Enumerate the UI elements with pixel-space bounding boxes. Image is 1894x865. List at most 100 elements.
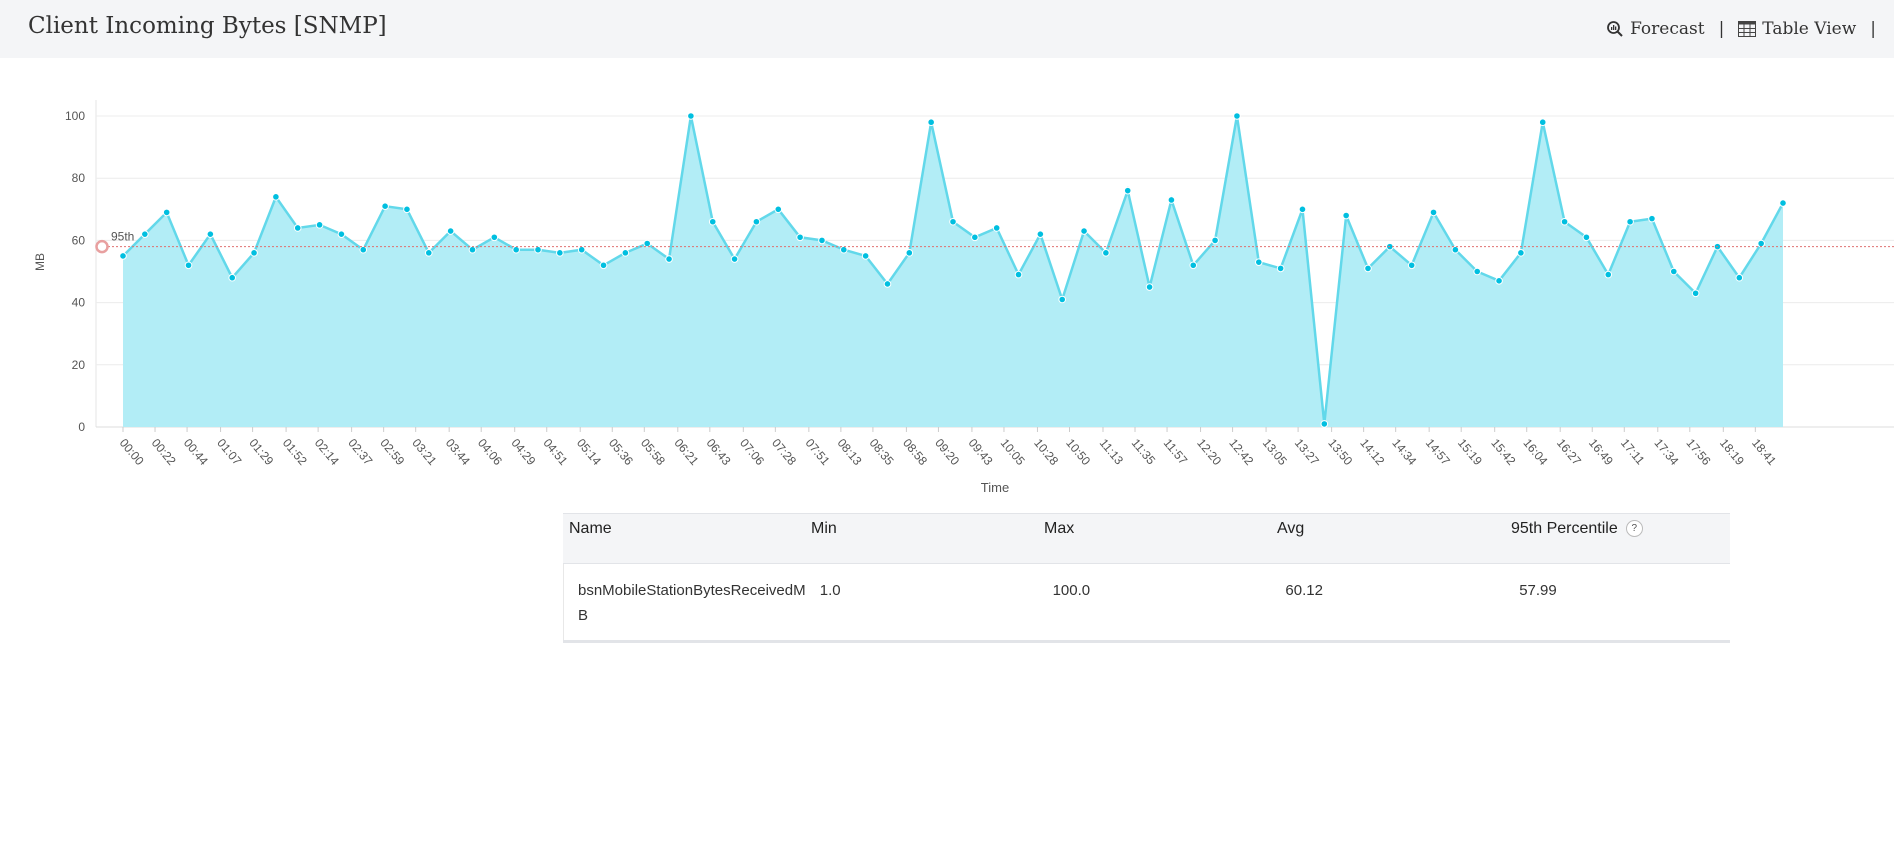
data-point	[599, 261, 608, 270]
area-fill	[123, 116, 1783, 427]
forecast-button[interactable]: Forecast	[1606, 19, 1705, 39]
data-point	[687, 112, 695, 120]
data-point	[708, 217, 717, 226]
separator: |	[1870, 19, 1876, 39]
x-tick-label: 04:29	[508, 436, 538, 468]
data-point	[534, 245, 542, 254]
data-point	[927, 118, 935, 127]
data-point	[1036, 230, 1045, 238]
data-point	[839, 245, 848, 254]
x-tick-label: 05:58	[638, 436, 668, 468]
data-point	[556, 249, 564, 257]
data-point	[1167, 196, 1176, 204]
area-chart: 95th 00:00 00:22 00:44 01:07 01:29 01:52 02:14…	[33, 100, 1894, 495]
data-point	[272, 193, 280, 201]
data-point	[315, 221, 324, 229]
data-point	[730, 255, 739, 263]
y-tick-label: 60	[72, 233, 86, 247]
forecast-search-icon	[1607, 21, 1623, 37]
data-point	[512, 245, 520, 254]
column-header-max: Max	[1044, 520, 1075, 537]
header-actions: Forecast | Table View |	[1606, 19, 1890, 39]
data-point	[1429, 208, 1438, 217]
data-point	[1604, 270, 1613, 279]
x-tick-label: 17:56	[1684, 436, 1714, 468]
x-tick-label: 17:34	[1651, 436, 1681, 468]
table-icon	[1738, 21, 1757, 37]
cell-max: 100.0	[1052, 582, 1091, 599]
y-tick-label: 40	[72, 296, 86, 310]
y-tick-label: 100	[65, 109, 85, 123]
table-view-label: Table View	[1762, 19, 1857, 39]
separator: |	[1718, 19, 1725, 39]
x-tick-label: 17:11	[1618, 436, 1648, 468]
data-point	[184, 261, 193, 270]
x-axis: 00:00 00:22 00:44 01:07 01:29 01:52 02:14 02:37…	[117, 427, 1779, 468]
x-tick-label: 04:51	[540, 436, 570, 468]
x-tick-label: 02:59	[377, 436, 407, 468]
x-tick-label: 08:35	[867, 436, 897, 468]
x-tick-label: 14:57	[1423, 436, 1453, 468]
data-point	[818, 236, 826, 245]
x-tick-label: 00:22	[149, 436, 179, 468]
cell-min: 1.0	[819, 582, 841, 599]
data-point	[1735, 273, 1744, 282]
column-header-name: Name	[569, 520, 612, 537]
x-tick-label: 18:19	[1717, 436, 1747, 468]
x-axis-label: Time	[981, 480, 1009, 495]
data-point	[1407, 261, 1416, 270]
data-point	[1779, 199, 1787, 207]
y-tick-label: 80	[72, 171, 86, 185]
x-tick-label: 06:43	[704, 436, 734, 468]
x-tick-label: 01:29	[246, 436, 276, 468]
data-point	[1058, 295, 1067, 304]
x-tick-label: 00:44	[181, 436, 211, 468]
data-point	[250, 249, 258, 257]
95th-label: 95th	[111, 230, 134, 244]
data-point	[1473, 267, 1482, 276]
table-row: bsnMobileStationBytesReceivedMB 1.0 100.…	[563, 564, 1730, 640]
x-tick-label: 15:19	[1455, 436, 1485, 468]
data-point	[1145, 283, 1154, 291]
data-point	[424, 249, 433, 257]
x-tick-label: 00:00	[117, 436, 147, 468]
data-point	[1233, 112, 1241, 120]
x-tick-label: 13:50	[1325, 436, 1355, 468]
cell-avg: 60.12	[1285, 582, 1323, 599]
x-tick-label: 16:49	[1586, 436, 1616, 468]
data-point	[971, 233, 979, 242]
data-point	[1451, 245, 1460, 254]
table-view-button[interactable]: Table View	[1738, 19, 1856, 39]
x-tick-label: 18:41	[1749, 436, 1779, 468]
data-point	[1626, 217, 1634, 226]
x-tick-label: 02:37	[345, 436, 375, 468]
x-tick-label: 09:20	[932, 436, 962, 468]
data-point	[293, 224, 302, 232]
y-axis: 0 20 40 60 80 100	[65, 109, 85, 434]
data-point	[468, 245, 477, 254]
data-point	[1014, 270, 1023, 279]
x-tick-label: 12:20	[1194, 436, 1224, 468]
x-tick-label: 01:07	[214, 436, 244, 468]
x-tick-label: 04:06	[475, 436, 505, 468]
data-point	[381, 202, 389, 210]
x-tick-label: 10:28	[1031, 436, 1061, 468]
data-point	[1560, 217, 1569, 226]
x-tick-label: 14:34	[1389, 436, 1419, 468]
data-point	[446, 227, 455, 235]
x-tick-label: 07:28	[769, 436, 799, 468]
data-point	[577, 245, 586, 254]
x-tick-label: 03:21	[409, 436, 439, 468]
column-header-avg: Avg	[1277, 520, 1305, 537]
data-point	[1189, 261, 1198, 270]
x-tick-label: 11:35	[1129, 436, 1159, 468]
data-point	[162, 208, 171, 217]
x-tick-label: 02:14	[312, 436, 342, 468]
x-tick-label: 11:13	[1097, 436, 1127, 468]
data-point	[665, 255, 673, 263]
x-tick-label: 05:14	[574, 436, 604, 468]
data-point	[1080, 227, 1088, 235]
x-tick-label: 03:44	[443, 436, 473, 468]
help-icon[interactable]: ?	[1625, 520, 1643, 538]
x-tick-label: 13:27	[1292, 436, 1322, 468]
